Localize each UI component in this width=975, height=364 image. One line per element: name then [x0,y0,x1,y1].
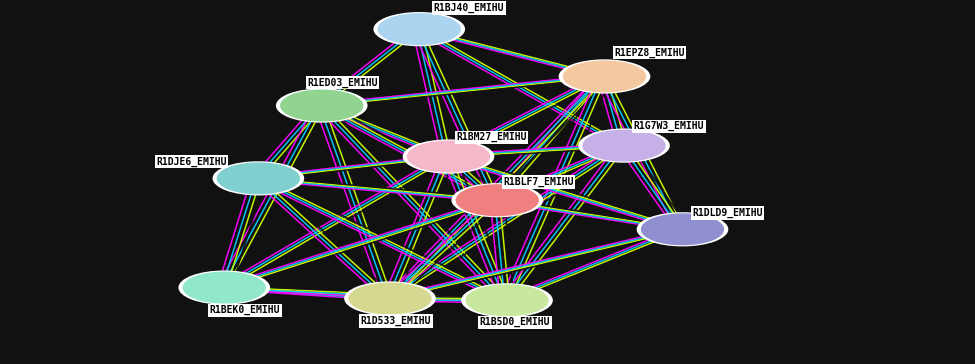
Circle shape [349,283,431,314]
Text: R1BM27_EMIHU: R1BM27_EMIHU [456,132,526,142]
Circle shape [213,161,304,195]
Circle shape [217,163,299,194]
Circle shape [578,128,670,163]
Circle shape [637,212,728,246]
Circle shape [276,88,368,123]
Circle shape [642,214,723,245]
Circle shape [403,139,494,174]
Circle shape [451,183,543,217]
Circle shape [183,272,265,303]
Text: R1EPZ8_EMIHU: R1EPZ8_EMIHU [614,48,684,58]
Circle shape [559,59,650,94]
Circle shape [461,283,553,317]
Circle shape [281,90,363,121]
Circle shape [583,130,665,161]
Text: R1B5D0_EMIHU: R1B5D0_EMIHU [480,317,550,327]
Circle shape [466,285,548,316]
Text: R1DJE6_EMIHU: R1DJE6_EMIHU [156,157,226,167]
Text: R1D533_EMIHU: R1D533_EMIHU [361,316,431,326]
Text: R1BJ40_EMIHU: R1BJ40_EMIHU [434,3,504,13]
Text: R1DLD9_EMIHU: R1DLD9_EMIHU [692,208,762,218]
Circle shape [408,141,489,172]
Circle shape [564,61,645,92]
Text: R1BLF7_EMIHU: R1BLF7_EMIHU [503,177,573,187]
Circle shape [178,270,270,305]
Circle shape [344,281,436,316]
Text: R1ED03_EMIHU: R1ED03_EMIHU [307,78,377,88]
Circle shape [378,14,460,44]
Text: R1BEK0_EMIHU: R1BEK0_EMIHU [210,305,280,315]
Circle shape [373,12,465,46]
Circle shape [456,185,538,215]
Text: R1G7W3_EMIHU: R1G7W3_EMIHU [634,121,704,131]
